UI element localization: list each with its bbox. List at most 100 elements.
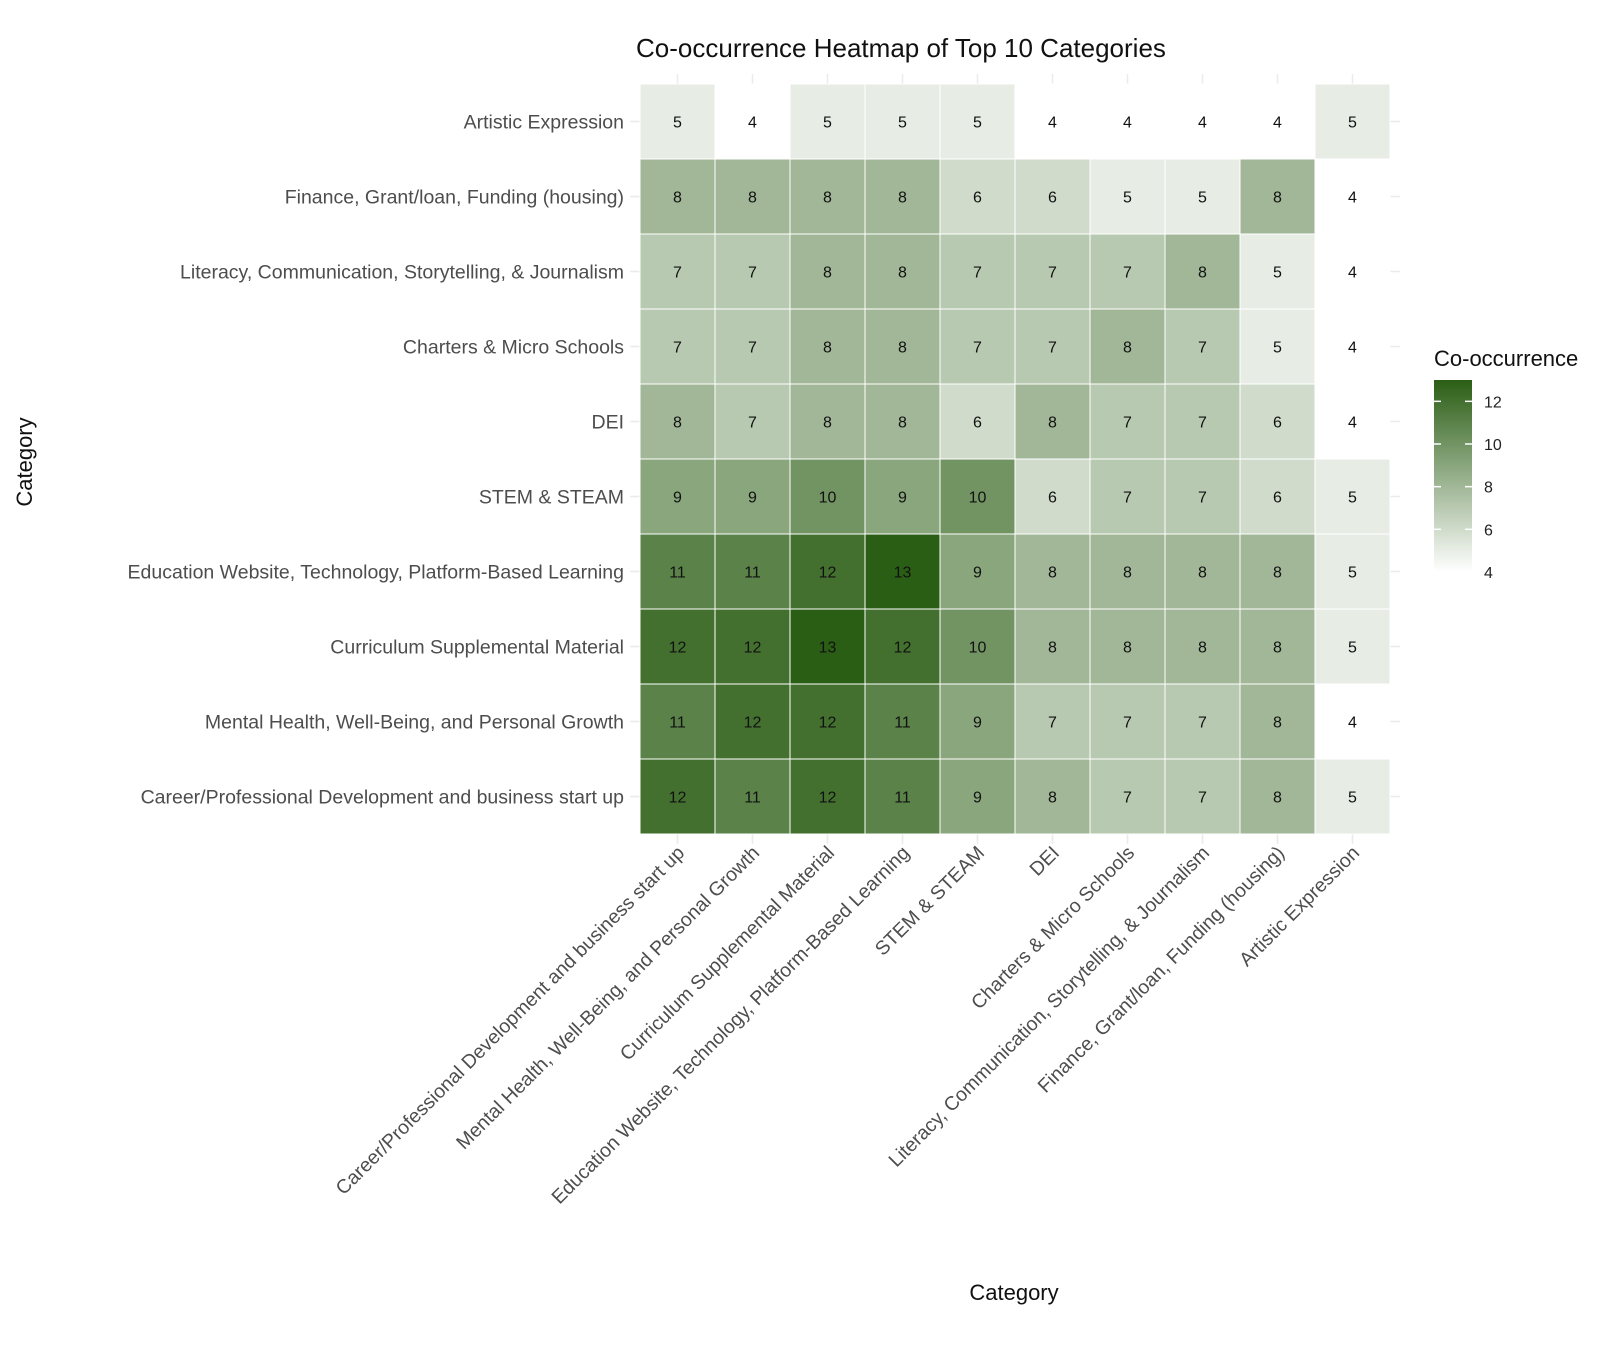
cell-value-label: 8 [898,340,907,357]
heatmap-cell [639,158,716,235]
cell-value-label: 6 [1048,190,1057,207]
cell-value-label: 7 [1198,790,1207,807]
heatmap-cell [789,383,866,460]
cell-value-label: 11 [894,790,911,807]
heatmap-cell [789,533,866,610]
cell-value-label: 8 [823,415,832,432]
heatmap-cell [1239,308,1316,385]
heatmap-cell [939,608,1016,685]
heatmap-cell [714,683,791,760]
heatmap-cell [714,458,791,535]
heatmap-cell [639,83,716,160]
x-axis-ticks: Career/Professional Development and busi… [332,836,1364,1209]
heatmap-cell [1239,83,1316,160]
legend-tick-label: 12 [1484,394,1502,411]
y-tick-label: Literacy, Communication, Storytelling, &… [180,262,624,284]
heatmap-cell [789,158,866,235]
cell-value-label: 9 [973,565,982,582]
cell-value-label: 11 [894,715,911,732]
heatmap-cell [1164,758,1241,835]
heatmap-cell [864,308,941,385]
heatmap-cell [939,233,1016,310]
heatmap-cell [1239,758,1316,835]
cell-value-label: 8 [748,190,757,207]
cell-value-label: 11 [744,565,761,582]
cell-value-label: 8 [673,190,682,207]
cell-value-label: 8 [1048,790,1057,807]
cell-value-label: 8 [1048,565,1057,582]
heatmap-cell [1014,608,1091,685]
cell-value-label: 8 [1123,640,1132,657]
cell-value-label: 5 [1348,640,1357,657]
heatmap-cell [1239,383,1316,460]
cell-value-label: 6 [973,190,982,207]
cell-value-label: 12 [669,790,687,807]
cell-value-label: 7 [1123,265,1132,282]
cell-value-label: 7 [1198,490,1207,507]
heatmap-cell [789,83,866,160]
cell-value-label: 8 [898,265,907,282]
heatmap-cell [1314,758,1391,835]
cell-value-label: 8 [823,265,832,282]
cell-value-label: 4 [748,115,757,132]
y-tick-label: Finance, Grant/loan, Funding (housing) [285,187,624,209]
cell-value-label: 6 [1273,415,1282,432]
cell-value-label: 12 [744,715,762,732]
color-legend: Co-occurrence 12 10 8 6 4 [1434,346,1578,582]
cell-value-label: 7 [1198,340,1207,357]
heatmap-cell [1089,458,1166,535]
heatmap-cell [1164,608,1241,685]
heatmap-cell [1314,233,1391,310]
y-tick-label: Mental Health, Well-Being, and Personal … [205,712,624,734]
heatmap-cell [1164,233,1241,310]
cell-value-label: 12 [819,565,837,582]
cell-value-label: 4 [1048,115,1057,132]
cell-value-label: 11 [744,790,761,807]
cell-value-label: 12 [819,715,837,732]
cell-value-label: 9 [673,490,682,507]
x-tick-label: Education Website, Technology, Platform-… [547,842,914,1209]
cell-value-label: 13 [819,640,837,657]
cell-value-label: 8 [823,340,832,357]
cell-value-label: 13 [894,565,912,582]
cell-value-label: 6 [1048,490,1057,507]
cell-value-label: 7 [973,265,982,282]
cell-value-label: 8 [898,415,907,432]
cell-value-label: 7 [673,340,682,357]
heatmap-cell [1314,533,1391,610]
heatmap-cell [1089,758,1166,835]
heatmap-cell [864,533,941,610]
heatmap-cell [1164,83,1241,160]
cell-value-label: 9 [898,490,907,507]
heatmap-cell [1014,758,1091,835]
cell-value-label: 7 [1048,340,1057,357]
heatmap-cell [1089,233,1166,310]
cell-value-label: 7 [1123,715,1132,732]
heatmap-cell [714,158,791,235]
heatmap-cell [1314,683,1391,760]
cell-value-label: 11 [669,565,686,582]
cell-value-label: 12 [894,640,912,657]
heatmap-cell [864,383,941,460]
x-tick-label: Career/Professional Development and busi… [332,842,689,1199]
cell-value-label: 7 [748,265,757,282]
legend-tick-label: 8 [1484,480,1493,497]
cell-value-label: 10 [969,490,987,507]
heatmap-cell [714,83,791,160]
heatmap-cell [789,458,866,535]
heatmap-cell [939,683,1016,760]
heatmap-cell [1314,608,1391,685]
heatmap-cell [1014,158,1091,235]
heatmap-cell [1164,533,1241,610]
cell-value-label: 8 [1273,640,1282,657]
x-tick-label: DEI [1025,842,1064,881]
cell-value-label: 7 [1123,490,1132,507]
heatmap-cell [714,533,791,610]
cell-value-label: 8 [1273,715,1282,732]
cell-value-label: 4 [1348,340,1357,357]
cell-value-label: 8 [898,190,907,207]
heatmap-cell [864,158,941,235]
heatmap-cell [1164,458,1241,535]
y-tick-label: Curriculum Supplemental Material [330,637,624,659]
